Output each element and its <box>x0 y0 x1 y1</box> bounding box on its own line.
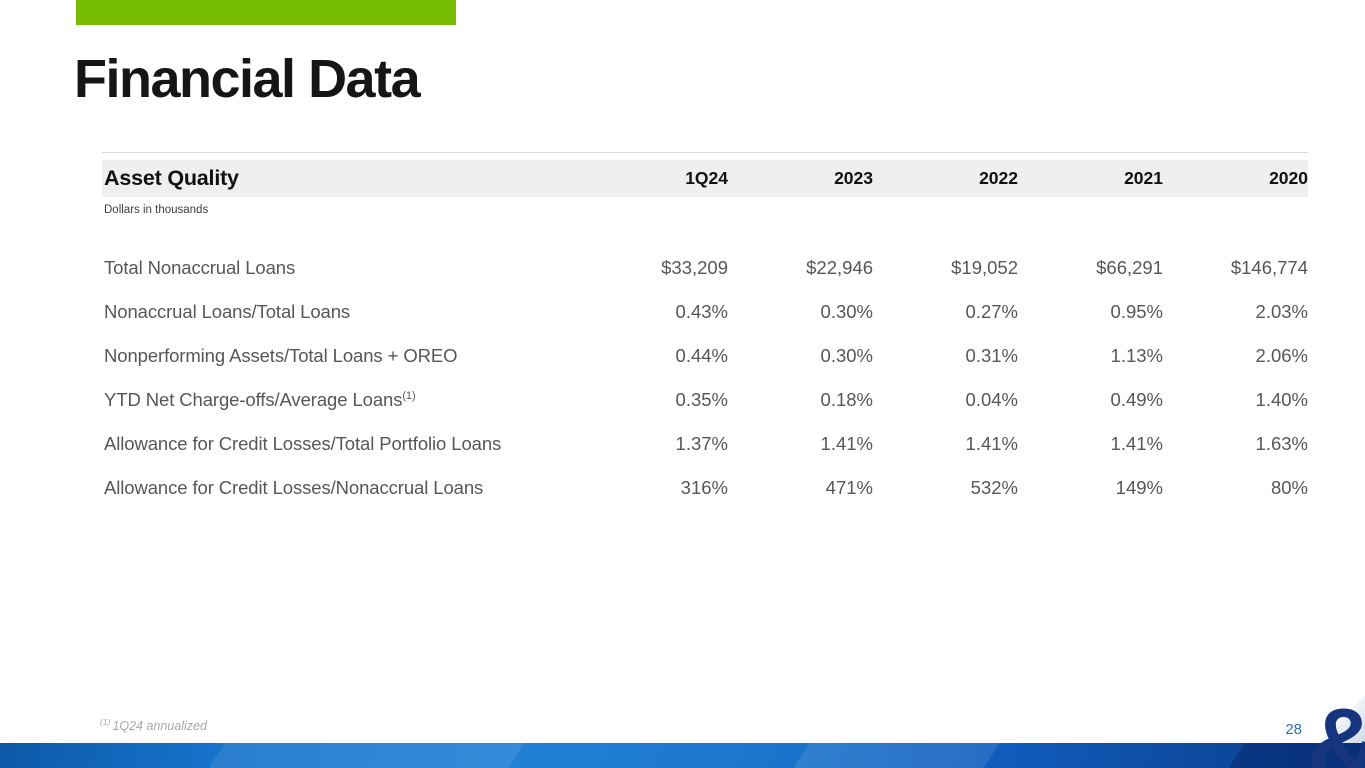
row-cell: 80% <box>1270 477 1308 498</box>
page-title: Financial Data <box>74 49 421 109</box>
row-cell: 0.18% <box>820 389 873 410</box>
table-row: YTD Net Charge-offs/Average Loans(1) 0.3… <box>102 378 1308 422</box>
row-cell: 1.40% <box>1255 389 1308 410</box>
row-label: Nonaccrual Loans/Total Loans <box>102 301 583 323</box>
ampersand-logo-icon: & <box>1307 693 1365 768</box>
row-cell: 0.44% <box>675 345 728 366</box>
row-cell: 0.95% <box>1110 301 1163 322</box>
table-column-header: 2023 <box>834 168 873 188</box>
row-cell: 149% <box>1115 477 1163 498</box>
table-column-header: 2020 <box>1269 168 1308 188</box>
row-cell: 1.41% <box>1110 433 1163 454</box>
table-rows: Total Nonaccrual Loans $33,209 $22,946 $19… <box>102 246 1308 510</box>
row-cell: 471% <box>825 477 873 498</box>
footnote: (1) 1Q24 annualized <box>100 717 207 733</box>
row-label-text: Nonaccrual Loans/Total Loans <box>104 301 351 322</box>
row-cell: 0.04% <box>965 389 1018 410</box>
row-cell: $33,209 <box>661 257 728 278</box>
row-cell: 532% <box>970 477 1018 498</box>
row-cell: $146,774 <box>1230 257 1308 278</box>
row-label: Allowance for Credit Losses/Total Portfo… <box>102 433 583 455</box>
table-column-header: 2022 <box>979 168 1018 188</box>
row-cell: 316% <box>680 477 728 498</box>
row-cell: 0.43% <box>675 301 728 322</box>
row-label: Total Nonaccrual Loans <box>102 257 583 279</box>
row-cell: 1.63% <box>1255 433 1308 454</box>
row-label-text: Allowance for Credit Losses/Nonaccrual L… <box>104 477 484 498</box>
table-row: Total Nonaccrual Loans $33,209 $22,946 $19… <box>102 246 1308 290</box>
table-title: Asset Quality <box>104 166 239 190</box>
row-cell: 0.30% <box>820 301 873 322</box>
table-top-rule <box>102 152 1308 153</box>
row-cell: 0.31% <box>965 345 1018 366</box>
row-cell: $19,052 <box>951 257 1018 278</box>
row-label-text: Total Nonaccrual Loans <box>104 257 296 278</box>
row-cell: 1.41% <box>965 433 1018 454</box>
bottom-wave-band <box>0 743 1365 768</box>
row-cell: 0.49% <box>1110 389 1163 410</box>
table-row: Allowance for Credit Losses/Nonaccrual L… <box>102 466 1308 510</box>
wave-segment <box>787 743 1003 768</box>
table-row: Nonaccrual Loans/Total Loans 0.43% 0.30% 0… <box>102 290 1308 334</box>
table-subtitle: Dollars in thousands <box>104 204 209 216</box>
row-cell: 2.06% <box>1255 345 1308 366</box>
row-cell: 0.27% <box>965 301 1018 322</box>
row-label: YTD Net Charge-offs/Average Loans(1) <box>102 389 583 411</box>
row-label-text: Allowance for Credit Losses/Total Portfo… <box>104 433 502 454</box>
green-accent-bar <box>76 0 456 25</box>
row-cell: 1.13% <box>1110 345 1163 366</box>
page-number: 28 <box>1285 721 1302 738</box>
row-cell: 1.41% <box>820 433 873 454</box>
row-cell: 0.30% <box>820 345 873 366</box>
table-row: Allowance for Credit Losses/Total Portfo… <box>102 422 1308 466</box>
row-label: Nonperforming Assets/Total Loans + OREO <box>102 345 583 367</box>
row-cell: 0.35% <box>675 389 728 410</box>
footnote-marker: (1) <box>100 717 111 727</box>
wave-segment <box>202 743 528 768</box>
row-cell: $22,946 <box>806 257 873 278</box>
table-column-header: 2021 <box>1124 168 1163 188</box>
table-header-row: Asset Quality 1Q24 2023 2022 2021 2020 <box>102 160 1308 197</box>
footnote-text: 1Q24 annualized <box>112 719 207 734</box>
row-cell: 1.37% <box>675 433 728 454</box>
row-label-text: Nonperforming Assets/Total Loans + OREO <box>104 345 458 366</box>
row-label-text: YTD Net Charge-offs/Average Loans <box>104 389 403 410</box>
row-cell: $66,291 <box>1096 257 1163 278</box>
row-label: Allowance for Credit Losses/Nonaccrual L… <box>102 477 583 499</box>
asset-quality-table: Asset Quality 1Q24 2023 2022 2021 2020 Dolla… <box>102 160 1308 510</box>
row-cell: 2.03% <box>1255 301 1308 322</box>
table-column-header: 1Q24 <box>685 168 728 188</box>
table-row: Nonperforming Assets/Total Loans + OREO … <box>102 334 1308 378</box>
row-label-superscript: (1) <box>402 389 416 402</box>
